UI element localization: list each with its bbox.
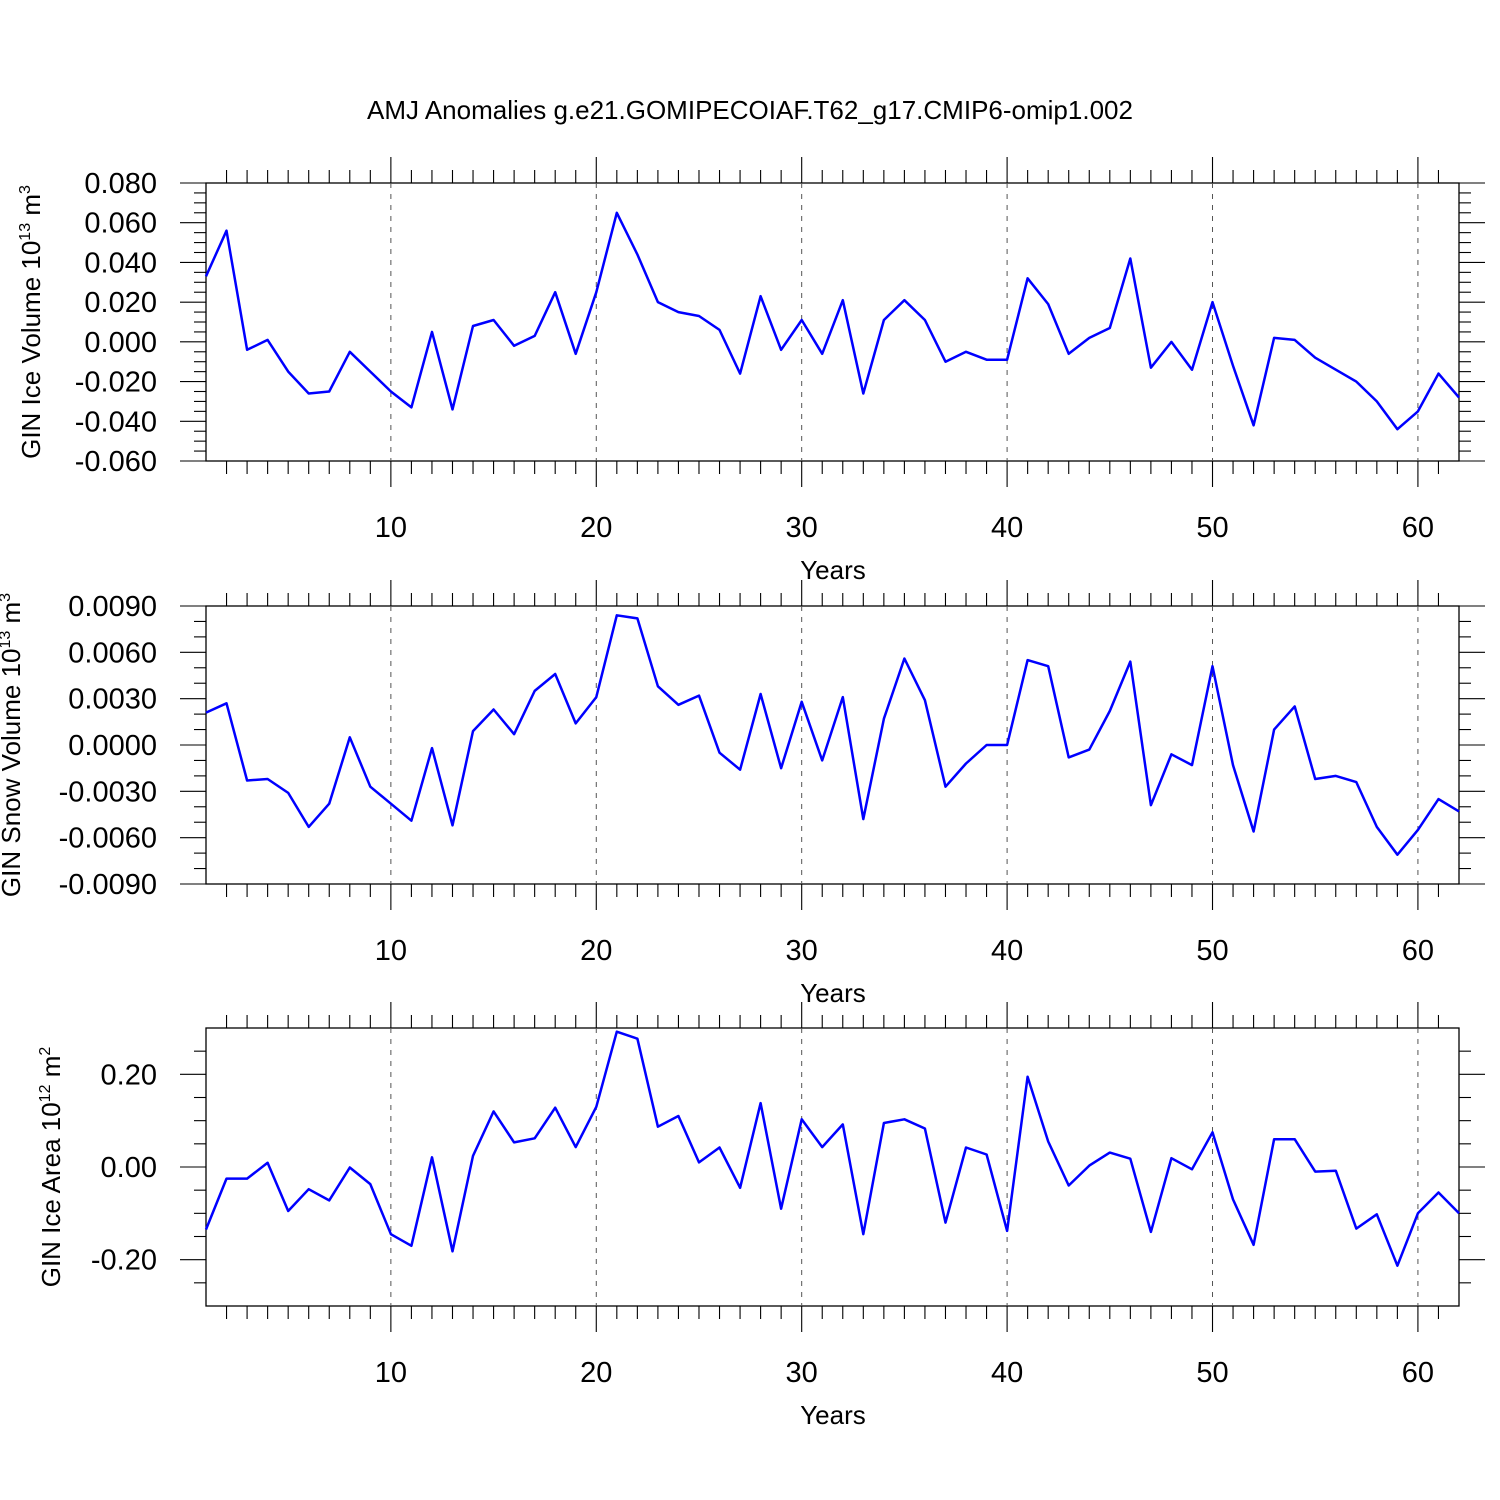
ice-area-tick-labels: -0.20 0.00 0.20 10 20 30 40 50 60 <box>91 1059 1434 1389</box>
ice-area-y-axis-label: GIN Ice Area 1012 m2 <box>36 1047 66 1288</box>
ice-volume-series <box>204 211 1460 431</box>
ice-volume-y-tick-label: 0.000 <box>84 327 157 359</box>
snow-volume-panel: -0.0090 -0.0060 -0.0030 0.0000 0.0030 0.0060 0… <box>0 580 1485 1008</box>
snow-volume-x-tick-label: 20 <box>580 935 612 967</box>
ice-area-series <box>204 1030 1460 1267</box>
snow-volume-x-tick-label: 60 <box>1402 935 1434 967</box>
ice-area-x-tick-label: 30 <box>786 1357 818 1389</box>
ice-volume-y-tick-label: 0.080 <box>84 168 157 200</box>
ice-volume-grid <box>390 183 1419 461</box>
snow-volume-y-tick-label: -0.0060 <box>59 823 157 855</box>
ice-area-y-tick-label: 0.00 <box>101 1152 157 1184</box>
snow-volume-series <box>205 614 1460 856</box>
ice-area-y-tick-label: 0.20 <box>101 1059 157 1091</box>
ice-area-y-tick-label: -0.20 <box>91 1245 157 1277</box>
ice-volume-ticks <box>180 157 1485 487</box>
ice-area-ticks <box>180 1002 1485 1332</box>
snow-volume-tick-labels: -0.0090 -0.0060 -0.0030 0.0000 0.0030 0.0060 0… <box>59 591 1434 967</box>
ice-volume-x-axis-label: Years <box>800 555 866 585</box>
snow-volume-y-tick-label: 0.0090 <box>68 591 157 623</box>
snow-volume-y-axis-label: GIN Snow Volume 1013 m3 <box>0 593 26 897</box>
snow-volume-series-line <box>205 614 1460 856</box>
ice-area-x-tick-label: 20 <box>580 1357 612 1389</box>
snow-volume-x-tick-label: 30 <box>786 935 818 967</box>
snow-volume-y-tick-label: 0.0030 <box>68 684 157 716</box>
ice-volume-y-tick-label: 0.020 <box>84 287 157 319</box>
ice-area-grid <box>390 1028 1419 1306</box>
ice-volume-x-tick-label: 50 <box>1196 512 1228 544</box>
snow-volume-grid <box>390 606 1419 884</box>
ice-volume-y-tick-label: -0.020 <box>75 367 157 399</box>
snow-volume-y-tick-label: -0.0030 <box>59 776 157 808</box>
ice-volume-y-tick-label: -0.060 <box>75 446 157 478</box>
ice-area-x-tick-label: 10 <box>375 1357 407 1389</box>
ice-area-x-axis-label: Years <box>800 1400 866 1430</box>
snow-volume-y-tick-label: 0.0060 <box>68 637 157 669</box>
ice-volume-x-tick-label: 30 <box>786 512 818 544</box>
ice-area-plot-frame <box>205 1027 1460 1307</box>
ice-volume-x-tick-label: 40 <box>991 512 1023 544</box>
ice-volume-y-tick-label: -0.040 <box>75 406 157 438</box>
ice-area-series-line <box>204 1030 1460 1267</box>
snow-volume-x-tick-label: 10 <box>375 935 407 967</box>
ice-volume-series-line <box>204 211 1460 431</box>
ice-volume-plot-frame <box>205 182 1460 462</box>
ice-area-panel: -0.20 0.00 0.20 10 20 30 40 50 60 Years GIN Ice … <box>36 1002 1485 1430</box>
snow-volume-x-axis-label: Years <box>800 978 866 1008</box>
ice-volume-panel: -0.060 -0.040 -0.020 0.000 0.020 0.040 0.060 0.… <box>16 157 1485 585</box>
ice-volume-y-tick-label: 0.040 <box>84 247 157 279</box>
ice-volume-y-axis-label: GIN Ice Volume 1013 m3 <box>16 185 46 459</box>
snow-volume-y-tick-label: -0.0090 <box>59 869 157 901</box>
ice-volume-x-tick-label: 60 <box>1402 512 1434 544</box>
ice-area-x-tick-label: 50 <box>1196 1357 1228 1389</box>
ice-volume-y-tick-label: 0.060 <box>84 208 157 240</box>
snow-volume-ticks <box>180 580 1485 910</box>
ice-volume-x-tick-label: 10 <box>375 512 407 544</box>
figure-title: AMJ Anomalies g.e21.GOMIPECOIAF.T62_g17.… <box>367 95 1133 125</box>
ice-area-x-tick-label: 60 <box>1402 1357 1434 1389</box>
ice-area-x-tick-label: 40 <box>991 1357 1023 1389</box>
snow-volume-y-tick-label: 0.0000 <box>68 730 157 762</box>
ice-volume-x-tick-label: 20 <box>580 512 612 544</box>
snow-volume-x-tick-label: 50 <box>1196 935 1228 967</box>
ice-volume-tick-labels: -0.060 -0.040 -0.020 0.000 0.020 0.040 0.060 0.… <box>75 168 1434 544</box>
snow-volume-x-tick-label: 40 <box>991 935 1023 967</box>
